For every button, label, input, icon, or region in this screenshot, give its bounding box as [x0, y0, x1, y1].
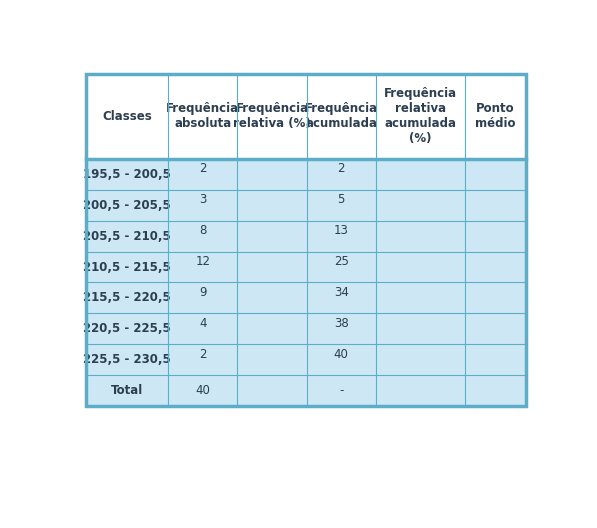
Text: Frequência
relativa
acumulada
(%): Frequência relativa acumulada (%) [384, 87, 457, 145]
Bar [465, 282, 526, 314]
Bar [168, 190, 238, 221]
Bar [168, 221, 238, 252]
Bar [465, 344, 526, 375]
Text: 3: 3 [199, 193, 207, 206]
Text: 4: 4 [199, 317, 207, 330]
Bar [238, 73, 307, 159]
Text: 2: 2 [199, 162, 207, 175]
Text: 215,5 - 220,5: 215,5 - 220,5 [83, 291, 171, 305]
Bar [307, 159, 376, 190]
Text: Classes: Classes [102, 110, 152, 122]
Bar [238, 282, 307, 314]
Bar [376, 375, 465, 406]
Bar [465, 314, 526, 344]
Bar [376, 314, 465, 344]
Bar [238, 252, 307, 282]
Bar [238, 159, 307, 190]
Text: 2: 2 [199, 347, 207, 361]
Text: 205,5 - 210,5: 205,5 - 210,5 [83, 230, 171, 243]
Text: 200,5 - 205,5: 200,5 - 205,5 [83, 199, 171, 212]
Bar [86, 73, 526, 406]
Bar [86, 314, 168, 344]
Bar [238, 314, 307, 344]
Bar [376, 282, 465, 314]
Text: Frequência
absoluta: Frequência absoluta [166, 102, 239, 130]
Bar [307, 221, 376, 252]
Bar [238, 221, 307, 252]
Text: 2: 2 [337, 162, 345, 175]
Bar [86, 159, 168, 190]
Bar [376, 190, 465, 221]
Bar [86, 282, 168, 314]
Bar [86, 252, 168, 282]
Bar [465, 190, 526, 221]
Bar [238, 190, 307, 221]
Bar [307, 282, 376, 314]
Text: 9: 9 [199, 286, 207, 299]
Bar [238, 375, 307, 406]
Text: 38: 38 [334, 317, 349, 330]
Bar [376, 252, 465, 282]
Text: Frequência
acumulada: Frequência acumulada [304, 102, 378, 130]
Bar [465, 375, 526, 406]
Bar [307, 190, 376, 221]
Bar [307, 314, 376, 344]
Bar [307, 344, 376, 375]
Text: 5: 5 [338, 193, 345, 206]
Bar [86, 190, 168, 221]
Bar [86, 73, 168, 159]
Bar [168, 375, 238, 406]
Bar [168, 282, 238, 314]
Bar [307, 73, 376, 159]
Bar [376, 159, 465, 190]
Bar [86, 344, 168, 375]
Text: 195,5 - 200,5: 195,5 - 200,5 [83, 168, 171, 181]
Text: 40: 40 [334, 347, 349, 361]
Bar [168, 159, 238, 190]
Bar [168, 344, 238, 375]
Text: -: - [339, 384, 343, 397]
Bar [86, 375, 168, 406]
Text: 25: 25 [334, 255, 349, 268]
Bar [168, 314, 238, 344]
Bar [376, 73, 465, 159]
Text: Ponto
médio: Ponto médio [475, 102, 516, 130]
Bar [465, 221, 526, 252]
Bar [376, 221, 465, 252]
Text: 225,5 - 230,5: 225,5 - 230,5 [83, 353, 171, 366]
Bar [238, 344, 307, 375]
Bar [376, 344, 465, 375]
Text: 13: 13 [334, 224, 349, 237]
Text: 34: 34 [334, 286, 349, 299]
Bar [465, 73, 526, 159]
Text: 40: 40 [195, 384, 210, 397]
Bar [168, 252, 238, 282]
Bar [465, 159, 526, 190]
Bar [307, 252, 376, 282]
Text: Frequência
relativa (%): Frequência relativa (%) [233, 102, 311, 130]
Text: 210,5 - 215,5: 210,5 - 215,5 [83, 260, 171, 274]
Bar [86, 221, 168, 252]
Text: Total: Total [111, 384, 143, 397]
Bar [168, 73, 238, 159]
Text: 8: 8 [199, 224, 207, 237]
Bar [307, 375, 376, 406]
Text: 12: 12 [195, 255, 210, 268]
Text: 220,5 - 225,5: 220,5 - 225,5 [83, 322, 171, 335]
Bar [465, 252, 526, 282]
